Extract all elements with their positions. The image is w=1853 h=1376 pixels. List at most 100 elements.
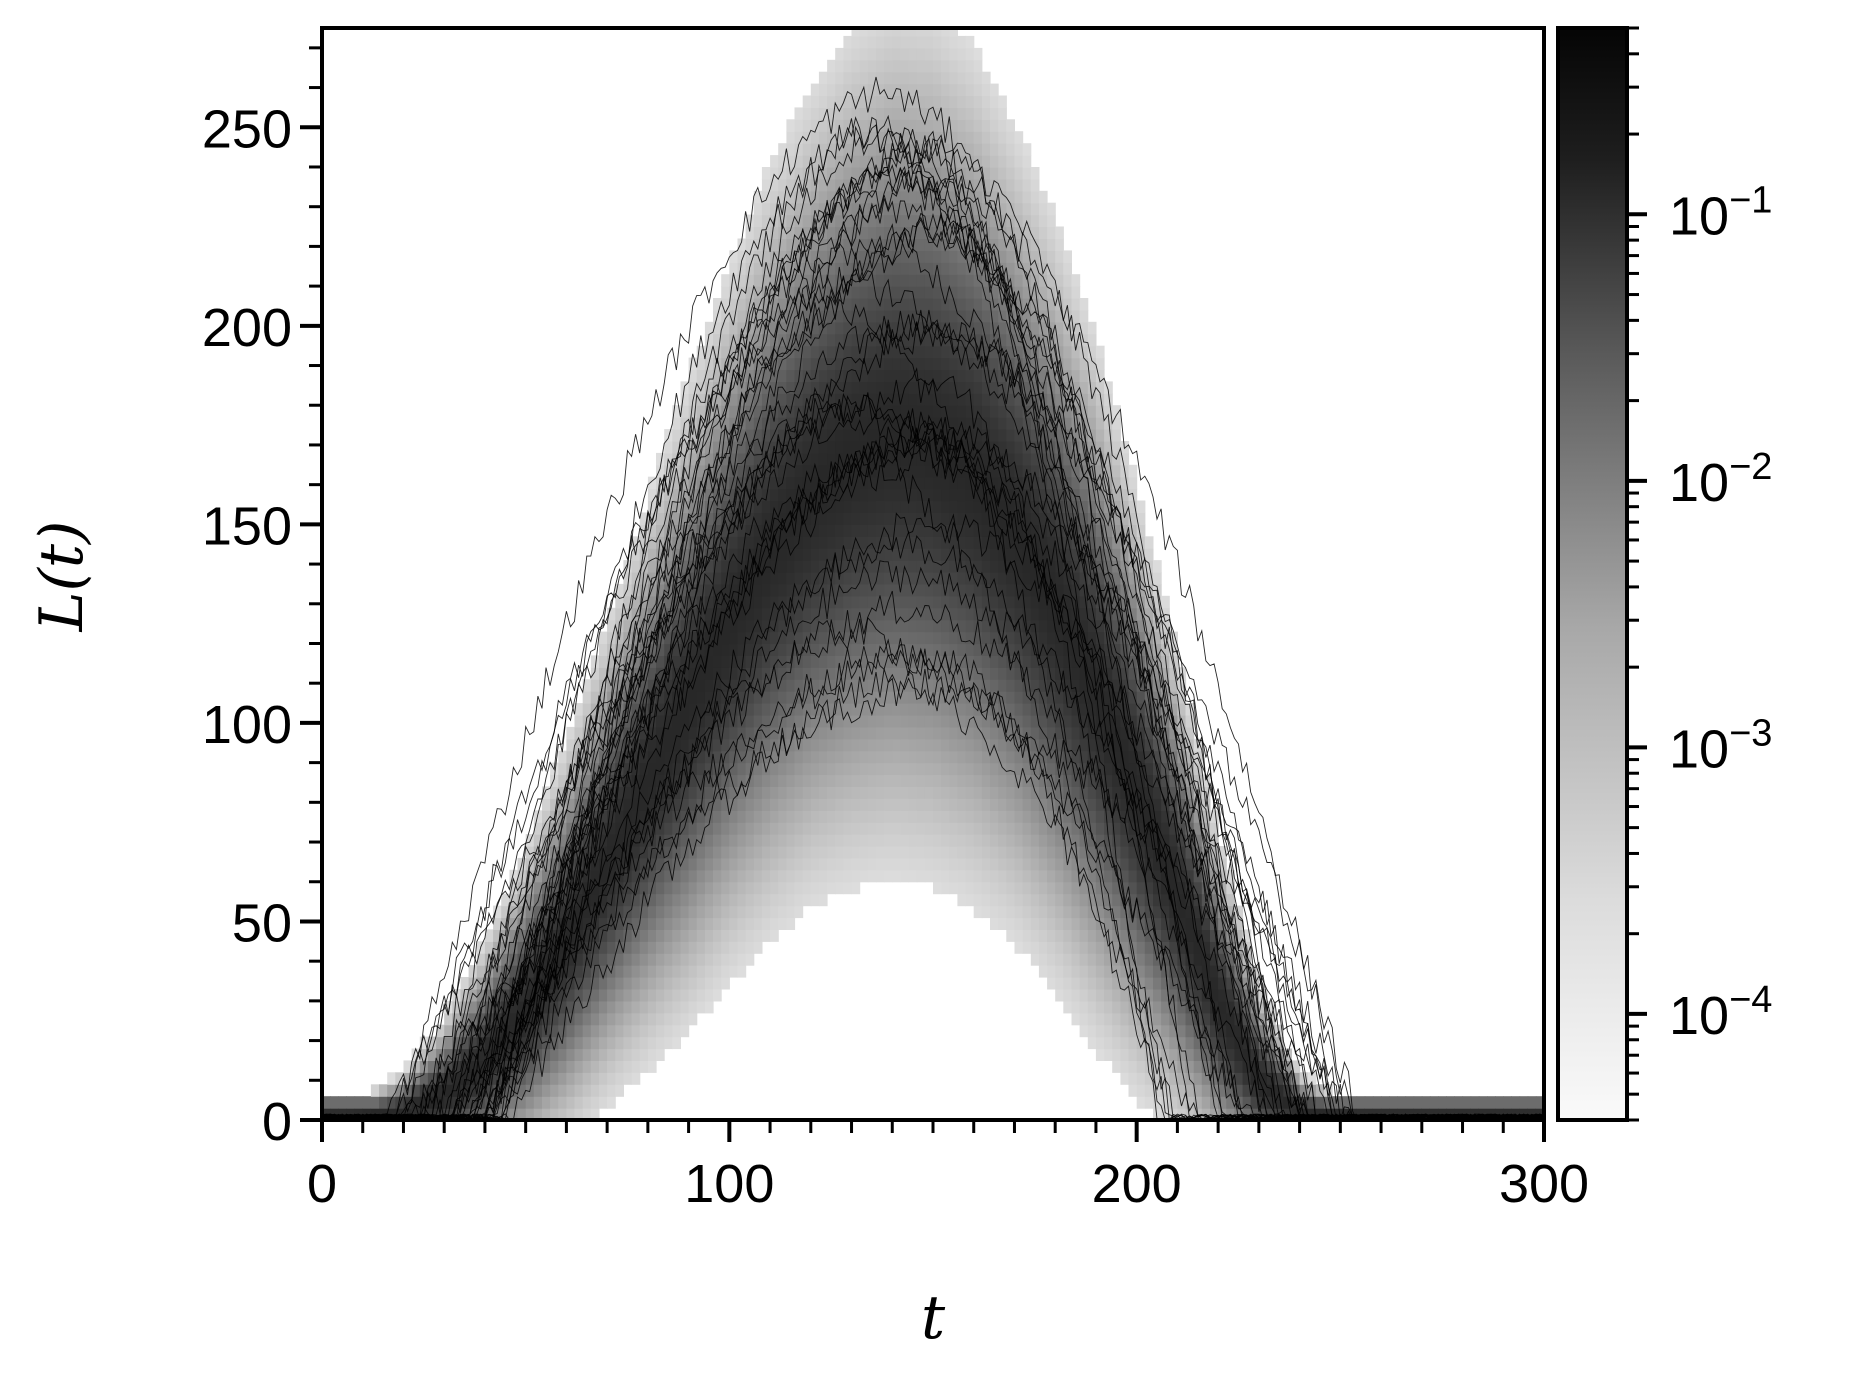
heatmap-cell <box>973 786 983 799</box>
heatmap-cell <box>908 333 918 347</box>
heatmap-cell <box>688 857 698 871</box>
heatmap-cell <box>680 798 690 811</box>
heatmap-cell <box>990 202 999 216</box>
heatmap-cell <box>843 178 853 192</box>
heatmap-cell <box>639 572 649 585</box>
heatmap-cell <box>761 262 771 275</box>
heatmap-cell <box>884 71 893 85</box>
heatmap-cell <box>599 929 608 942</box>
heatmap-cell <box>892 71 901 85</box>
heatmap-cell <box>1014 631 1024 645</box>
heatmap-cell <box>1030 167 1040 180</box>
heatmap-cell <box>542 1060 551 1073</box>
heatmap-cell <box>1055 941 1064 954</box>
heatmap-cell <box>802 715 812 728</box>
heatmap-cell <box>623 619 633 633</box>
heatmap-cell <box>990 167 999 180</box>
heatmap-cell <box>900 35 910 49</box>
heatmap-cell <box>1153 691 1162 704</box>
heatmap-cell <box>1006 595 1015 609</box>
heatmap-cell <box>867 750 877 764</box>
heatmap-cell <box>973 798 983 811</box>
heatmap-cell <box>916 321 926 335</box>
heatmap-cell <box>1022 905 1032 919</box>
heatmap-cell <box>818 810 828 823</box>
heatmap-cell <box>924 834 934 847</box>
heatmap-cell <box>753 893 763 907</box>
heatmap-cell <box>835 488 844 502</box>
heatmap-cell <box>566 1096 576 1109</box>
heatmap-cell <box>1104 536 1113 549</box>
heatmap-cell <box>729 441 738 454</box>
heatmap-cell <box>1136 881 1146 895</box>
heatmap-cell <box>892 405 901 418</box>
heatmap-cell <box>900 583 910 597</box>
heatmap-cell <box>818 488 828 502</box>
heatmap-cell <box>1063 834 1072 847</box>
heatmap-cell <box>1071 869 1081 883</box>
heatmap-cell <box>729 583 738 597</box>
heatmap-cell <box>941 321 950 335</box>
heatmap-cell <box>753 691 763 704</box>
heatmap-cell <box>1006 548 1015 561</box>
heatmap-cell <box>737 953 747 966</box>
heatmap-cell <box>1079 1012 1089 1026</box>
heatmap-cell <box>1079 405 1089 418</box>
heatmap-cell <box>867 488 877 502</box>
heatmap-cell <box>900 715 910 728</box>
heatmap-cell <box>696 869 706 883</box>
heatmap-cell <box>1136 595 1146 609</box>
heatmap-cell <box>786 238 796 251</box>
heatmap-cell <box>778 500 787 513</box>
heatmap-cell <box>973 512 983 525</box>
heatmap-cell <box>1104 774 1113 787</box>
heatmap-cell <box>713 321 722 335</box>
heatmap-cell <box>908 28 918 37</box>
heatmap-cell <box>753 345 763 359</box>
heatmap-cell <box>908 464 918 478</box>
heatmap-cell <box>770 667 779 680</box>
heatmap-cell <box>933 786 942 799</box>
heatmap-cell <box>965 143 975 156</box>
heatmap-cell <box>900 369 910 382</box>
heatmap-cell <box>998 357 1007 371</box>
heatmap-cell <box>664 965 673 978</box>
heatmap-cell <box>1185 905 1195 919</box>
heatmap-cell <box>582 834 592 847</box>
heatmap-cell <box>990 524 999 537</box>
heatmap-cell <box>1063 309 1072 323</box>
heatmap-cell <box>843 857 853 871</box>
heatmap-cell <box>696 417 706 430</box>
heatmap-cell <box>566 1048 576 1061</box>
heatmap-cell <box>957 214 967 228</box>
heatmap-cell <box>990 846 999 859</box>
heatmap-cell <box>1095 405 1105 418</box>
heatmap-cell <box>1071 750 1081 764</box>
heatmap-cell <box>973 298 983 311</box>
heatmap-cell <box>876 536 885 549</box>
heatmap-cell <box>876 226 885 239</box>
heatmap-cell <box>876 393 885 406</box>
heatmap-cell <box>867 703 877 716</box>
heatmap-cell <box>729 333 738 347</box>
heatmap-cell <box>810 703 820 716</box>
heatmap-cell <box>990 298 999 311</box>
heatmap-cell <box>941 869 950 883</box>
heatmap-cell <box>1185 881 1195 895</box>
heatmap-cell <box>688 595 698 609</box>
heatmap-cell <box>639 512 649 525</box>
heatmap-cell <box>867 631 877 645</box>
heatmap-cell <box>786 679 796 692</box>
heatmap-cell <box>818 333 828 347</box>
heatmap-cell <box>656 929 665 942</box>
heatmap-cell <box>827 71 836 85</box>
heatmap-cell <box>745 905 755 919</box>
heatmap-cell <box>965 881 975 895</box>
heatmap-cell <box>1022 262 1032 275</box>
heatmap-cell <box>688 953 698 966</box>
heatmap-cell <box>1087 762 1097 776</box>
heatmap-cell <box>1136 583 1146 597</box>
heatmap-cell <box>1095 703 1105 716</box>
heatmap-cell <box>721 405 730 418</box>
heatmap-cell <box>696 381 706 394</box>
